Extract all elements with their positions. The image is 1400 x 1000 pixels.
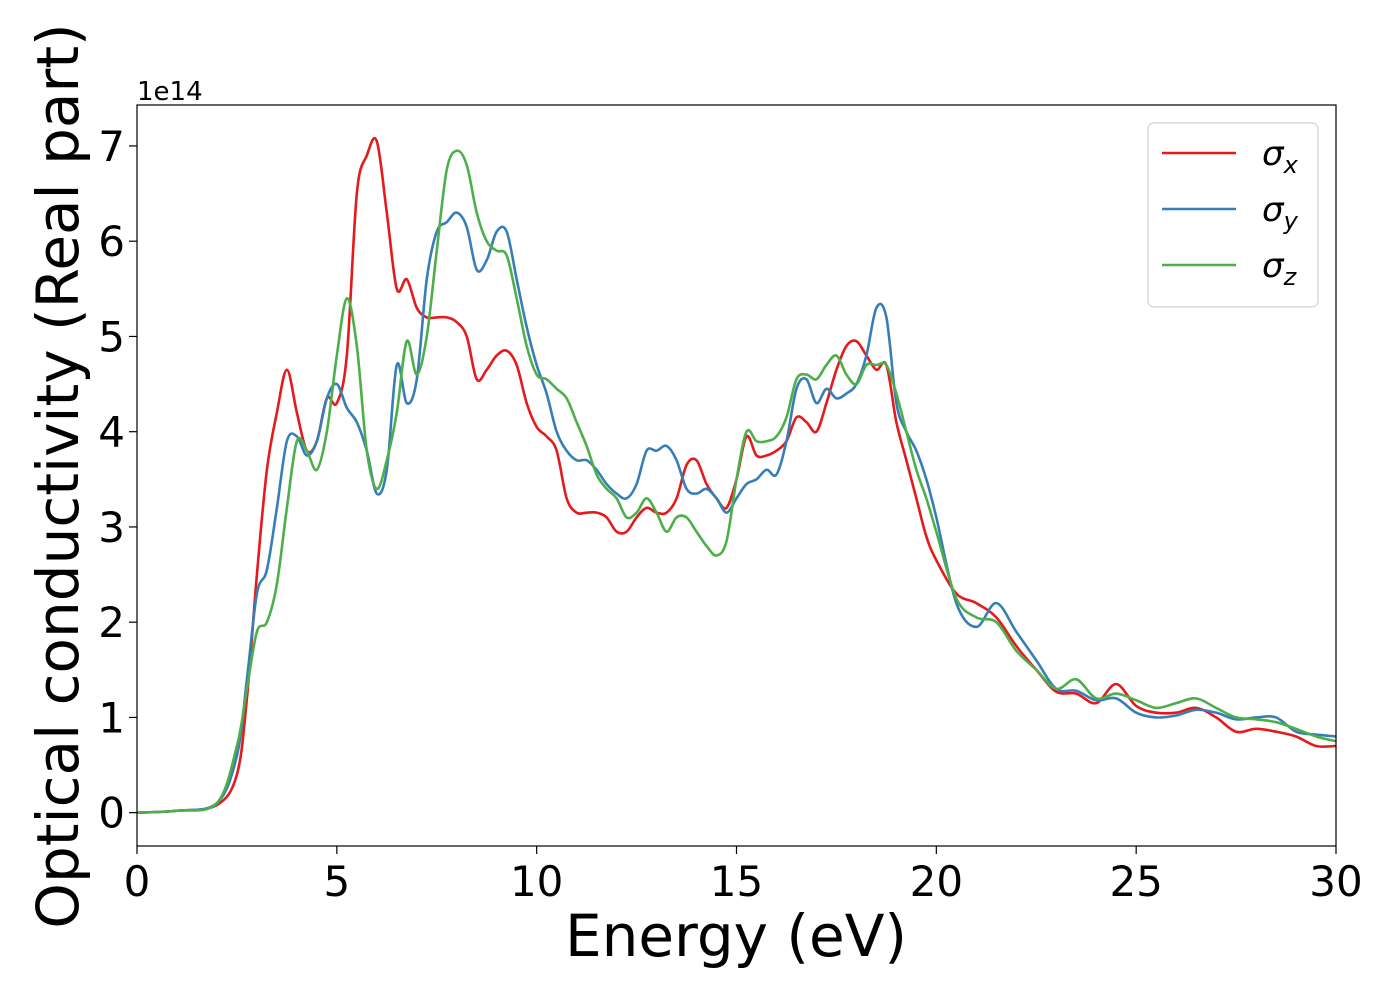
x-tick-label: 30 xyxy=(1309,857,1362,906)
line-series xyxy=(137,211,1336,814)
x-tick-label: 5 xyxy=(323,857,350,906)
y-tick-label: 2 xyxy=(98,598,125,647)
legend-label: σx xyxy=(1262,134,1299,179)
y-tick-label: 6 xyxy=(98,217,125,266)
line-series xyxy=(137,149,1336,814)
y-tick-label: 4 xyxy=(98,408,125,457)
y-tick-label: 3 xyxy=(98,503,125,552)
legend-label: σz xyxy=(1262,246,1298,291)
x-tick-label: 10 xyxy=(510,857,563,906)
y-offset-label: 1e14 xyxy=(137,77,203,107)
x-axis-label: Energy (eV) xyxy=(565,902,907,970)
plot-area xyxy=(137,136,1336,814)
x-tick-label: 15 xyxy=(710,857,763,906)
axes-frame xyxy=(136,104,1337,847)
y-axis-label: Optical conductivity (Real part) xyxy=(24,23,92,928)
x-tick-label: 20 xyxy=(910,857,963,906)
x-tick-label: 0 xyxy=(124,857,151,906)
y-tick-label: 7 xyxy=(98,122,125,171)
y-tick-label: 1 xyxy=(98,693,125,742)
legend-label: σy xyxy=(1262,190,1299,235)
y-tick-label: 5 xyxy=(98,312,125,361)
x-tick-label: 25 xyxy=(1109,857,1162,906)
line-series xyxy=(137,136,1336,814)
legend-box xyxy=(1147,122,1319,308)
y-tick-label: 0 xyxy=(98,789,125,838)
